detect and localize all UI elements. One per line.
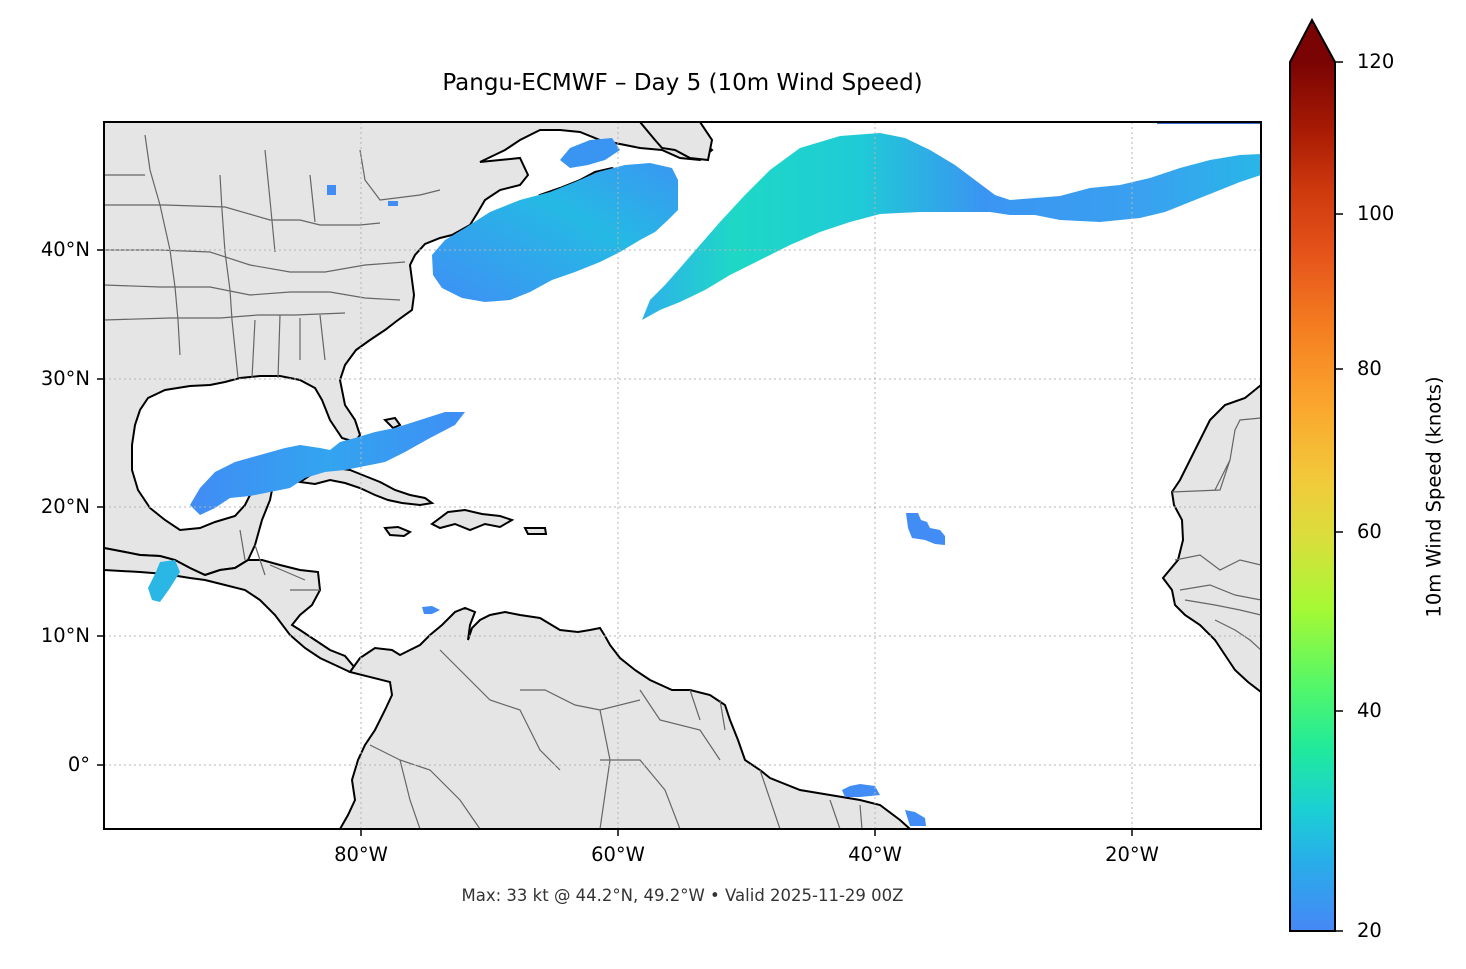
wind-swath-off-brazil <box>842 784 926 826</box>
colorbar-tick-100: 100 <box>1357 202 1395 225</box>
wind-swath-central-atlantic <box>906 513 945 545</box>
land-central-america <box>104 546 357 674</box>
lat-tick-0: 0° <box>67 753 90 776</box>
chart-title: Pangu-ECMWF – Day 5 (10m Wind Speed) <box>442 70 923 96</box>
wind-swath-lake-ontario <box>388 201 398 206</box>
political-borders <box>104 134 1261 829</box>
x-tick-marks <box>360 829 1133 836</box>
colorbar <box>1289 17 1343 932</box>
wind-swath-gulf-of-mexico <box>190 412 465 515</box>
lat-tick-40n: 40°N <box>40 238 90 261</box>
y-tick-marks <box>97 249 104 766</box>
wind-swath-lake-michigan <box>327 185 336 195</box>
land-puerto-rico <box>523 527 548 535</box>
colorbar-label: 10m Wind Speed (knots) <box>1422 376 1446 618</box>
wind-swath-northeast-us <box>432 163 678 302</box>
colorbar-tick-40: 40 <box>1357 699 1382 722</box>
lat-tick-20n: 20°N <box>40 495 90 518</box>
lon-tick-20w: 20°W <box>1105 843 1159 866</box>
max-wind-annotation: Max: 33 kt @ 44.2°N, 49.2°W • Valid 2025… <box>461 886 904 905</box>
colorbar-extend-max-triangle <box>1290 20 1335 62</box>
lon-tick-40w: 40°W <box>848 843 902 866</box>
colorbar-tick-80: 80 <box>1357 357 1382 380</box>
lat-tick-10n: 10°N <box>40 624 90 647</box>
land-south-america <box>338 606 912 829</box>
colorbar-tick-60: 60 <box>1357 520 1382 543</box>
wind-swath-gulf-of-st-lawrence <box>560 138 620 168</box>
plot-frame <box>103 121 1262 830</box>
colorbar-tick-120: 120 <box>1357 50 1395 73</box>
land-africa <box>1161 383 1261 694</box>
lon-tick-80w: 80°W <box>334 843 388 866</box>
colorbar-tick-20: 20 <box>1357 919 1382 942</box>
land-cuba <box>297 466 435 507</box>
wind-swath-jet-band <box>642 133 1261 320</box>
wind-swath-tehuantepec <box>148 560 180 602</box>
land-jamaica <box>383 525 413 538</box>
land-newfoundland <box>638 122 714 162</box>
lat-tick-30n: 30°N <box>40 367 90 390</box>
lon-tick-60w: 60°W <box>591 843 645 866</box>
wind-swath-off-colombia <box>422 606 440 614</box>
land-hispaniola <box>430 508 515 532</box>
